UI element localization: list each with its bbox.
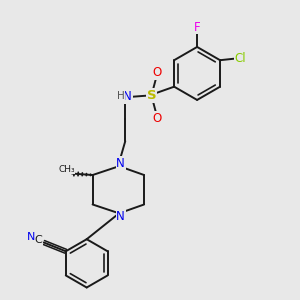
Text: N: N	[116, 210, 125, 223]
Text: H: H	[117, 92, 124, 101]
Text: O: O	[153, 66, 162, 80]
Text: Cl: Cl	[235, 52, 246, 64]
Text: CH₃: CH₃	[58, 165, 75, 174]
Text: S: S	[147, 89, 156, 102]
Text: N: N	[123, 90, 132, 103]
Text: F: F	[194, 21, 200, 34]
Text: N: N	[27, 232, 35, 242]
Text: O: O	[153, 112, 162, 125]
Text: N: N	[116, 157, 125, 170]
Text: C: C	[34, 235, 42, 245]
